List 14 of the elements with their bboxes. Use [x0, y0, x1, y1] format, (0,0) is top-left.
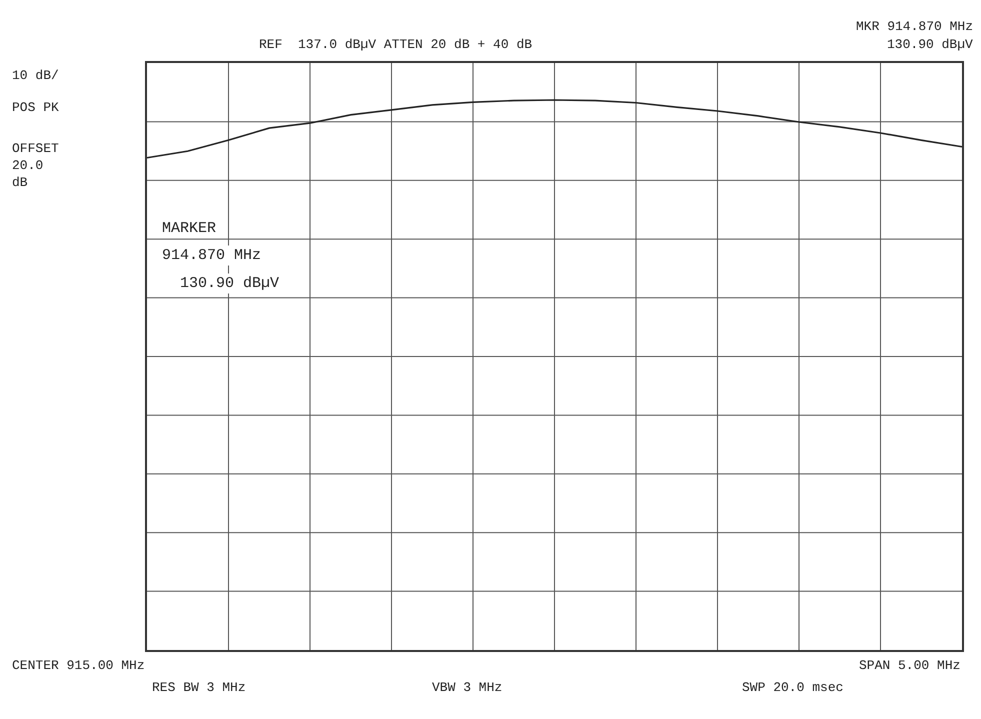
text: CENTER 915.00 MHz [12, 658, 145, 673]
text: SPAN 5.00 MHz [859, 658, 960, 673]
text: VBW 3 MHz [432, 680, 502, 695]
annotation: MARKER [162, 220, 216, 237]
annotation: 130.90 dBµV [180, 275, 280, 292]
text: 10 dB/ [12, 68, 60, 83]
text: SWP 20.0 msec [742, 680, 844, 695]
text: POS PK [12, 100, 60, 115]
text: OFFSET 20.0 dB [12, 141, 60, 190]
text: 130.90 dBµV [887, 37, 974, 52]
annotation: 914.870 MHz [162, 247, 262, 264]
text: MKR 914.870 MHz [856, 19, 974, 34]
text: RES BW 3 MHz [152, 680, 246, 695]
text: REF 137.0 dBµV ATTEN 20 dB + 40 dB [259, 37, 532, 52]
